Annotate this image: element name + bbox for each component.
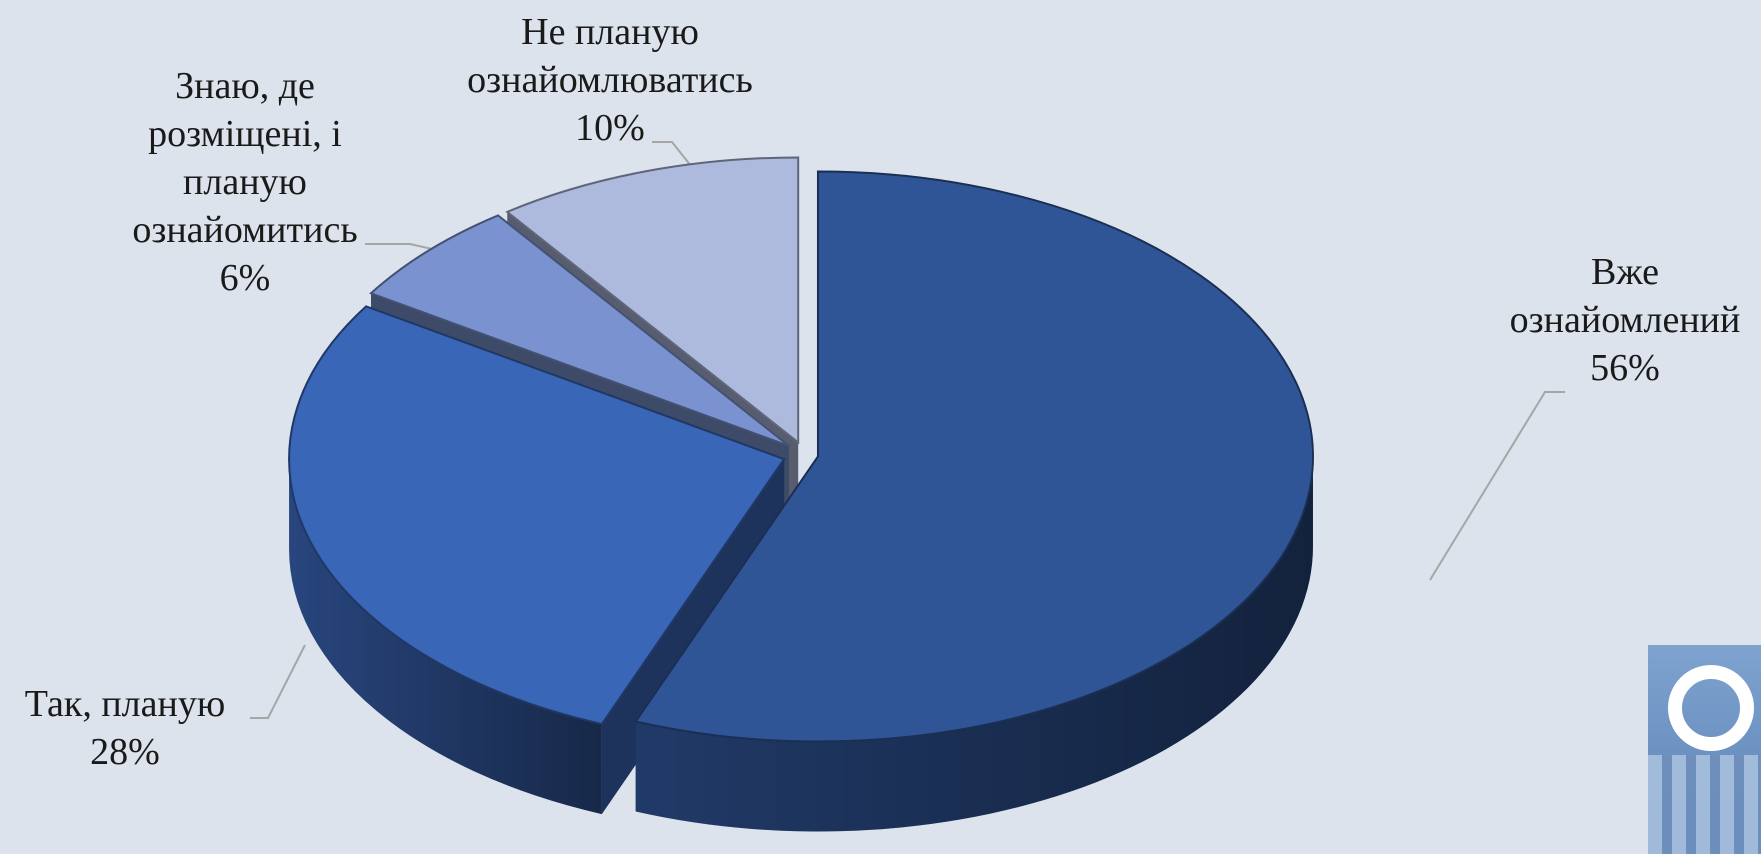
slice-label-name: Так, планую bbox=[24, 683, 226, 725]
slice-tops bbox=[288, 156, 1314, 743]
building-icon bbox=[1648, 755, 1761, 854]
slice-label-percent: 28% bbox=[90, 731, 160, 773]
logo-ring-icon bbox=[1668, 665, 1754, 751]
leader-line-yes-plan bbox=[250, 644, 306, 719]
leader-line-already-familiar bbox=[1429, 391, 1565, 581]
university-building-logo-icon bbox=[1648, 645, 1761, 854]
slice-label-percent: 56% bbox=[1590, 347, 1660, 389]
slice-label-name: Вже ознайомлений bbox=[1509, 251, 1741, 341]
pie-slice-not-plan bbox=[505, 156, 800, 445]
slice-label-yes-plan: Так, планую 28% bbox=[0, 680, 250, 776]
pie-slice-side-shade-yes-plan bbox=[289, 459, 602, 815]
pie-slice-yes-plan bbox=[288, 305, 786, 726]
slice-label-name: Не планую ознайомлюватись bbox=[467, 11, 753, 101]
slice-label-percent: 6% bbox=[219, 257, 271, 299]
slice-label-name: Знаю, де розміщені, і планую ознайомитис… bbox=[132, 65, 358, 251]
pie-slice-know-where bbox=[369, 214, 790, 447]
slice-label-already-familiar: Вже ознайомлений 56% bbox=[1475, 248, 1761, 392]
slice-label-percent: 10% bbox=[575, 107, 645, 149]
slice-label-know-where: Знаю, де розміщені, і планую ознайомитис… bbox=[110, 62, 380, 302]
slice-label-not-plan: Не планую ознайомлюватись 10% bbox=[440, 8, 780, 152]
pie-slice-already-familiar bbox=[634, 170, 1314, 743]
pie-slice-side-shade-already-familiar bbox=[635, 456, 1313, 832]
